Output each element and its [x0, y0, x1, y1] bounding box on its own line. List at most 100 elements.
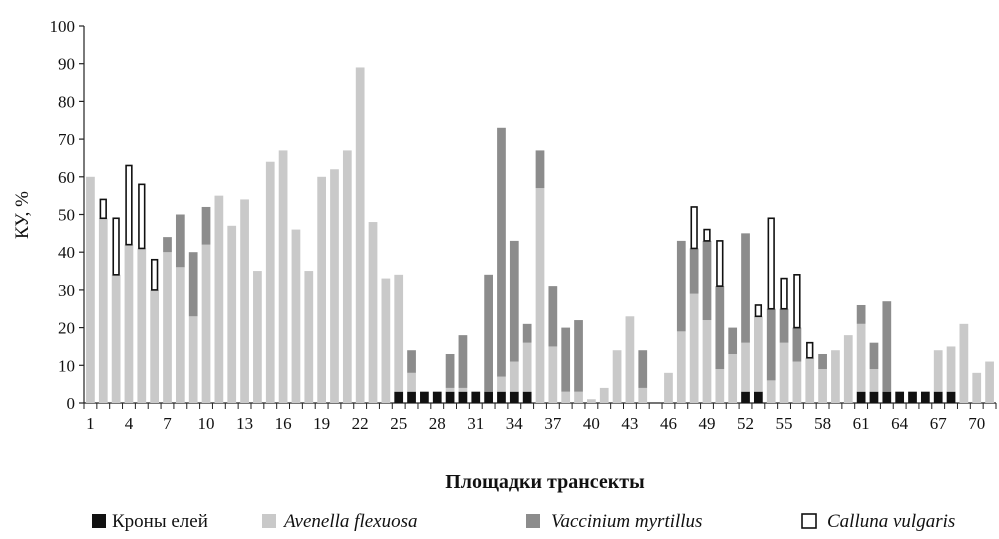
bar-segment-avenella-53	[753, 316, 763, 392]
bar-segment-avenella-14	[253, 271, 262, 403]
bar-segment-avenella-62	[869, 369, 879, 392]
bar-segment-vaccinium-29	[445, 353, 455, 388]
y-tick-label: 0	[67, 394, 76, 413]
bar-segment-avenella-57	[805, 357, 815, 403]
bar-segment-calluna-53	[754, 304, 763, 318]
x-tick-label: 31	[467, 414, 484, 433]
y-tick-label: 60	[58, 168, 75, 187]
bar-segment-crowns-65	[908, 391, 917, 403]
bar-segment-avenella-60	[843, 335, 853, 403]
y-tick-label: 20	[58, 319, 75, 338]
bar-segment-avenella-18	[304, 271, 314, 403]
bar-segment-avenella-26	[407, 372, 416, 392]
bar-segment-vaccinium-30	[458, 335, 468, 388]
bar-segment-avenella-54	[766, 380, 776, 403]
bar-segment-calluna-48	[690, 206, 698, 250]
bar-segment-avenella-29	[445, 387, 455, 392]
y-tick-label: 100	[50, 17, 76, 36]
bar-segment-avenella-4	[124, 244, 134, 403]
bar-segment-crowns-52	[741, 391, 750, 403]
bar-segment-crowns-27	[420, 391, 429, 403]
bar-segment-avenella-6	[150, 289, 160, 403]
x-tick-label: 49	[698, 414, 715, 433]
bar-segment-avenella-50	[715, 369, 725, 403]
bar-segment-crowns-26	[407, 391, 416, 403]
bar-segment-crowns-66	[920, 391, 930, 403]
bar-segment-crowns-34	[509, 391, 519, 403]
bar-segment-vaccinium-44	[638, 350, 648, 388]
bar-segment-vaccinium-52	[741, 233, 750, 343]
bar-segment-avenella-12	[227, 225, 237, 403]
bar-segment-vaccinium-34	[509, 240, 519, 362]
bar-segment-crowns-33	[497, 391, 506, 403]
bar-segment-avenella-13	[240, 199, 249, 403]
bar-segment-vaccinium-39	[574, 320, 583, 392]
bar-segment-avenella-44	[638, 387, 648, 403]
bar-segment-calluna-49	[703, 228, 711, 242]
bar-segment-vaccinium-63	[882, 301, 892, 392]
x-tick-label: 10	[198, 414, 215, 433]
bar-segment-avenella-56	[792, 361, 802, 403]
bar-segment-avenella-24	[381, 278, 391, 403]
bar-segment-avenella-3	[111, 274, 121, 403]
bar-segment-avenella-1	[86, 176, 95, 403]
bar-segment-avenella-33	[497, 376, 506, 392]
y-tick-label: 90	[58, 55, 75, 74]
bar-segment-avenella-17	[291, 229, 301, 403]
bar-segment-calluna-5	[138, 183, 146, 250]
bar-segment-calluna-3	[112, 217, 120, 276]
bar-segment-calluna-54	[767, 217, 775, 310]
bar-segment-vaccinium-36	[535, 150, 545, 189]
bar-segment-vaccinium-48	[689, 248, 699, 294]
bar-segment-avenella-10	[201, 244, 211, 403]
bar-segment-vaccinium-49	[702, 240, 712, 321]
bar-segment-vaccinium-47	[676, 240, 686, 332]
x-tick-label: 22	[352, 414, 369, 433]
bar-segment-avenella-55	[779, 342, 789, 403]
x-tick-label: 61	[853, 414, 870, 433]
bar-segment-avenella-39	[574, 391, 583, 403]
bar-segment-avenella-22	[355, 67, 365, 403]
x-tick-label: 25	[390, 414, 407, 433]
y-axis: 0 10 20 30 40 50 60 70 80 90 100	[50, 17, 85, 413]
bar-segment-avenella-37	[548, 346, 558, 403]
bar-segment-avenella-61	[856, 323, 866, 392]
legend-swatch-avenella	[262, 514, 276, 528]
bar-segment-vaccinium-55	[779, 308, 789, 343]
bar-segment-avenella-51	[728, 353, 738, 403]
bar-segment-avenella-16	[278, 150, 288, 403]
bar-segment-vaccinium-62	[869, 342, 879, 370]
bar-segment-crowns-31	[471, 391, 481, 403]
x-tick-label: 13	[236, 414, 253, 433]
bar-segment-avenella-40	[587, 399, 596, 403]
bar-segment-avenella-48	[689, 293, 699, 403]
y-tick-label: 80	[58, 92, 75, 111]
bar-segment-vaccinium-50	[715, 286, 725, 370]
bar-segment-vaccinium-7	[163, 237, 172, 253]
y-tick-label: 50	[58, 206, 75, 225]
bar-segment-avenella-30	[458, 387, 468, 392]
y-axis-title: КУ, %	[12, 191, 33, 239]
x-tick-label: 4	[125, 414, 134, 433]
x-tick-label: 28	[429, 414, 446, 433]
bar-segment-avenella-46	[664, 372, 673, 403]
x-tick-label: 67	[930, 414, 948, 433]
bar-segment-vaccinium-37	[548, 286, 558, 347]
bar-segment-crowns-63	[882, 391, 892, 403]
bar-segment-calluna-56	[793, 274, 801, 329]
legend: Кроны елей Avenella flexuosa Vaccinium m…	[92, 511, 955, 532]
bar-segment-avenella-2	[98, 218, 108, 403]
legend-swatch-vaccinium	[526, 514, 540, 528]
bar-segment-avenella-43	[625, 316, 635, 403]
x-tick-label: 34	[506, 414, 524, 433]
bar-segment-calluna-4	[125, 164, 133, 246]
bar-segment-crowns-29	[445, 391, 455, 403]
bar-segment-avenella-42	[612, 350, 622, 403]
x-tick-label: 7	[163, 414, 172, 433]
bar-segment-vaccinium-26	[407, 350, 416, 373]
bar-segment-vaccinium-35	[522, 323, 532, 343]
bar-segment-vaccinium-51	[728, 327, 738, 354]
x-axis: 1 4 7 10 13 16 19 22 25 28 31 34 37 40 43 46 49 52 55 58 61 6…	[83, 402, 997, 433]
bar-segment-avenella-21	[342, 150, 352, 403]
